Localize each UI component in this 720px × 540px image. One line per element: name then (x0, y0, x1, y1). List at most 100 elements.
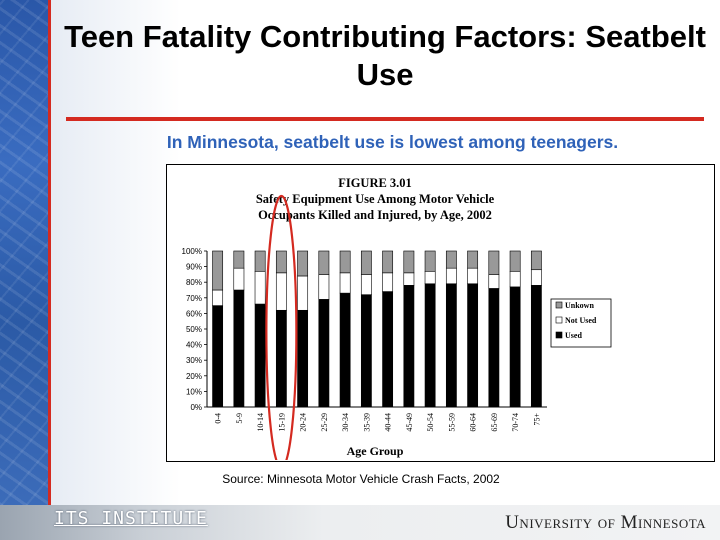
legend-swatch (555, 316, 563, 324)
x-tick-label: 35-39 (362, 413, 371, 432)
y-tick-label: 80% (186, 278, 202, 287)
bar-used (233, 289, 245, 408)
chart-legend: Unkown Not Used Used (550, 298, 612, 348)
legend-label: Unkown (565, 301, 594, 310)
y-tick-label: 90% (186, 263, 202, 272)
legend-label: Not Used (565, 316, 597, 325)
x-tick-label: 45-49 (405, 413, 414, 432)
x-tick-label: 50-54 (426, 413, 435, 432)
x-axis-label: Age Group (347, 444, 404, 458)
bar-used (509, 286, 521, 408)
legend-swatch (555, 331, 563, 339)
slide-subtitle: In Minnesota, seatbelt use is lowest amo… (166, 132, 619, 152)
bar-used (297, 309, 309, 408)
bar-not-used (297, 275, 309, 311)
bar-unkown (212, 250, 224, 291)
x-tick-label: 25-29 (320, 413, 329, 432)
chart-title-line1: Safety Equipment Use Among Motor Vehicle (256, 192, 495, 206)
bar-not-used (382, 272, 394, 292)
bar-used (360, 294, 372, 408)
bar-not-used (509, 270, 521, 288)
bar-used (424, 283, 436, 408)
bar-unkown (403, 250, 415, 274)
map-fade-overlay (51, 0, 181, 540)
left-accent-line (48, 0, 51, 505)
bar-unkown (254, 250, 266, 272)
x-tick-label: 20-24 (299, 413, 308, 432)
bar-used (445, 283, 457, 408)
bar-not-used (488, 274, 500, 289)
bar-not-used (467, 267, 479, 285)
bar-unkown (275, 250, 287, 274)
y-tick-label: 20% (186, 372, 202, 381)
x-tick-label: 15-19 (277, 413, 286, 432)
bar-unkown (382, 250, 394, 274)
bar-unkown (509, 250, 521, 272)
bar-used (212, 305, 224, 408)
x-tick-label: 60-64 (469, 413, 478, 432)
bar-not-used (403, 272, 415, 286)
bar-not-used (339, 272, 351, 294)
y-tick-label: 30% (186, 356, 202, 365)
x-tick-label: 5-9 (235, 413, 244, 424)
bar-not-used (254, 270, 266, 305)
chart-title-line2: Occupants Killed and Injured, by Age, 20… (258, 208, 492, 222)
bar-unkown (233, 250, 245, 269)
bar-not-used (530, 269, 542, 286)
bar-used (488, 288, 500, 408)
y-tick-label: 60% (186, 309, 202, 318)
x-tick-label: 30-34 (341, 413, 350, 432)
bar-not-used (233, 267, 245, 291)
x-tick-label: 0-4 (214, 413, 223, 424)
bar-used (403, 285, 415, 408)
map-background-strip (0, 0, 48, 540)
bar-unkown (424, 250, 436, 272)
y-tick-label: 40% (186, 341, 202, 350)
bar-unkown (297, 250, 309, 277)
y-tick-label: 0% (190, 403, 202, 412)
bar-used (530, 285, 542, 408)
bar-unkown (488, 250, 500, 275)
x-tick-label: 10-14 (256, 413, 265, 432)
title-divider (66, 117, 704, 121)
chart-figure: FIGURE 3.01 Safety Equipment Use Among M… (166, 164, 715, 462)
y-tick-label: 50% (186, 325, 202, 334)
bar-unkown (339, 250, 351, 274)
legend-swatch (555, 301, 563, 309)
bar-not-used (275, 272, 287, 311)
bar-used (467, 283, 479, 408)
y-tick-label: 10% (186, 387, 202, 396)
bar-used (339, 292, 351, 408)
y-tick-label: 70% (186, 294, 202, 303)
y-tick-label: 100% (182, 247, 202, 256)
bar-used (318, 299, 330, 408)
bar-unkown (318, 250, 330, 275)
slide-title: Teen Fatality Contributing Factors: Seat… (64, 19, 706, 92)
bar-not-used (318, 274, 330, 300)
bar-not-used (360, 274, 372, 295)
bar-unkown (445, 250, 457, 269)
bar-unkown (467, 250, 479, 269)
bar-unkown (360, 250, 372, 275)
bar-not-used (212, 289, 224, 306)
bar-used (275, 309, 287, 408)
x-tick-label: 75+ (532, 413, 541, 426)
bar-unkown (530, 250, 542, 271)
highlight-ellipse (265, 194, 298, 460)
bar-not-used (424, 270, 436, 285)
its-institute-logo: ITS INSTITUTE (54, 508, 208, 529)
bar-used (254, 303, 266, 408)
x-tick-label: 40-44 (384, 413, 393, 432)
legend-label: Used (565, 331, 582, 340)
bar-not-used (445, 267, 457, 285)
x-tick-label: 70-74 (511, 413, 520, 432)
chart-svg: FIGURE 3.01 Safety Equipment Use Among M… (182, 176, 612, 460)
bar-used (382, 291, 394, 408)
footer-bar (0, 505, 720, 540)
plot-area: 0% 10% 20% 30% 40% 50% 60% 70% 80% 90% 100% 0-4 5-9 1… (182, 194, 547, 460)
university-logo: University of Minnesota (505, 512, 706, 533)
figure-label: FIGURE 3.01 (338, 176, 412, 190)
x-tick-label: 65-69 (490, 413, 499, 432)
x-tick-label: 55-59 (447, 413, 456, 432)
source-note: Source: Minnesota Motor Vehicle Crash Fa… (222, 472, 500, 486)
